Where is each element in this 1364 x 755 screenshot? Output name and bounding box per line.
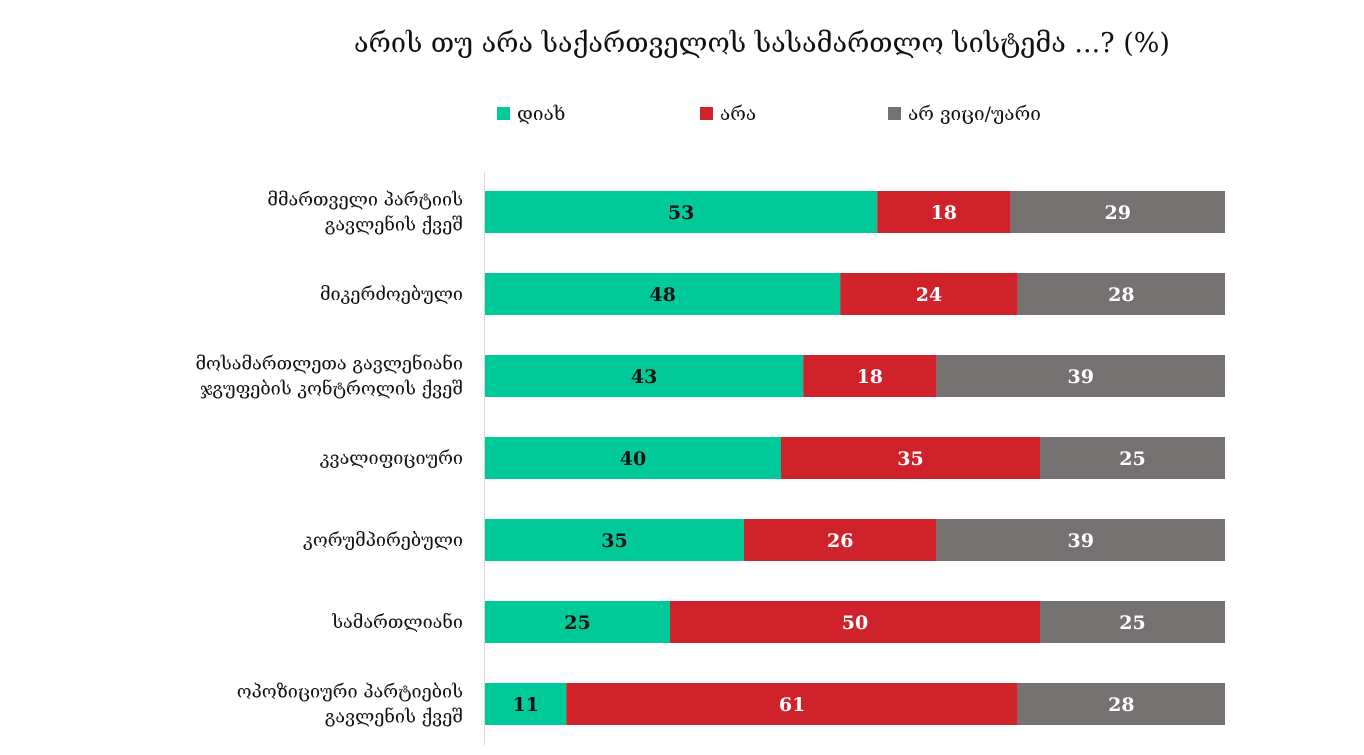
category-label: მიკერძოებული <box>320 284 463 305</box>
bar-segment <box>781 437 1040 479</box>
category-labels: მმართველი პარტიის გავლენის ქვეშ მიკერძოებუ… <box>195 190 463 728</box>
legend-label-0: დიახ <box>517 103 565 125</box>
category-label: ჯგუფების კონტროლის ქვეშ <box>200 378 463 400</box>
data-label: 43 <box>631 366 657 388</box>
data-label: 11 <box>512 694 538 716</box>
data-label: 26 <box>827 530 853 552</box>
data-label: 29 <box>1104 202 1130 224</box>
data-label: 61 <box>779 694 805 716</box>
data-label: 39 <box>1067 530 1093 552</box>
legend-label-2: არ ვიცი/უარი <box>908 103 1041 125</box>
bar-segment <box>1040 601 1225 643</box>
chart-title: არის თუ არა საქართველოს სასამართლო სისტე… <box>354 28 1170 59</box>
bar-segment <box>485 191 878 233</box>
bar-segment <box>803 355 937 397</box>
category-label: კორუმპირებული <box>303 530 463 551</box>
data-label: 48 <box>649 284 675 306</box>
bar-segment <box>1017 273 1225 315</box>
category-label: სამართლიანი <box>331 611 463 633</box>
data-label: 28 <box>1108 284 1134 306</box>
bar-segment <box>936 519 1225 561</box>
bar-segment <box>744 519 937 561</box>
bar-segment <box>1010 191 1225 233</box>
data-label: 25 <box>564 612 590 634</box>
data-label: 40 <box>620 448 646 470</box>
data-labels: 53 18 29 48 24 28 43 18 39 40 35 25 35 26 39 25 50 25 11 61… <box>512 202 1145 716</box>
bar-segments <box>485 191 1225 725</box>
data-label: 39 <box>1067 366 1093 388</box>
bar-segment <box>1017 683 1225 725</box>
bar-segment <box>1040 437 1225 479</box>
data-label: 18 <box>931 202 957 224</box>
bar-segment <box>936 355 1225 397</box>
bar-segment <box>485 273 841 315</box>
data-label: 18 <box>857 366 883 388</box>
category-label: გავლენის ქვეშ <box>325 214 463 236</box>
data-label: 24 <box>916 284 942 306</box>
data-label: 35 <box>601 530 627 552</box>
bar-segment <box>485 683 567 725</box>
data-label: 53 <box>668 202 694 224</box>
category-label: მოსამართლეთა გავლენიანი <box>195 353 463 375</box>
category-label: გავლენის ქვეშ <box>325 706 463 728</box>
bar-segment <box>485 437 781 479</box>
legend-swatch-2 <box>888 107 901 120</box>
data-label: 28 <box>1108 694 1134 716</box>
legend-label-1: არა <box>720 103 756 125</box>
legend-swatch-1 <box>700 107 713 120</box>
data-label: 25 <box>1119 448 1145 470</box>
category-label: ოპოზიციური პარტიების <box>237 682 463 703</box>
bar-segment <box>485 601 670 643</box>
bar-segment <box>670 601 1040 643</box>
bar-segment <box>840 273 1018 315</box>
data-label: 25 <box>1119 612 1145 634</box>
bar-segment <box>566 683 1018 725</box>
bar-segment <box>877 191 1011 233</box>
category-label: კვალიფიციური <box>320 448 463 469</box>
bar-segment <box>485 519 744 561</box>
legend-swatch-0 <box>497 107 510 120</box>
category-label: მმართველი პარტიის <box>267 190 463 211</box>
data-label: 35 <box>897 448 923 470</box>
chart-legend: დიახ არა არ ვიცი/უარი <box>497 103 1041 125</box>
bar-segment <box>485 355 804 397</box>
data-label: 50 <box>842 612 868 634</box>
